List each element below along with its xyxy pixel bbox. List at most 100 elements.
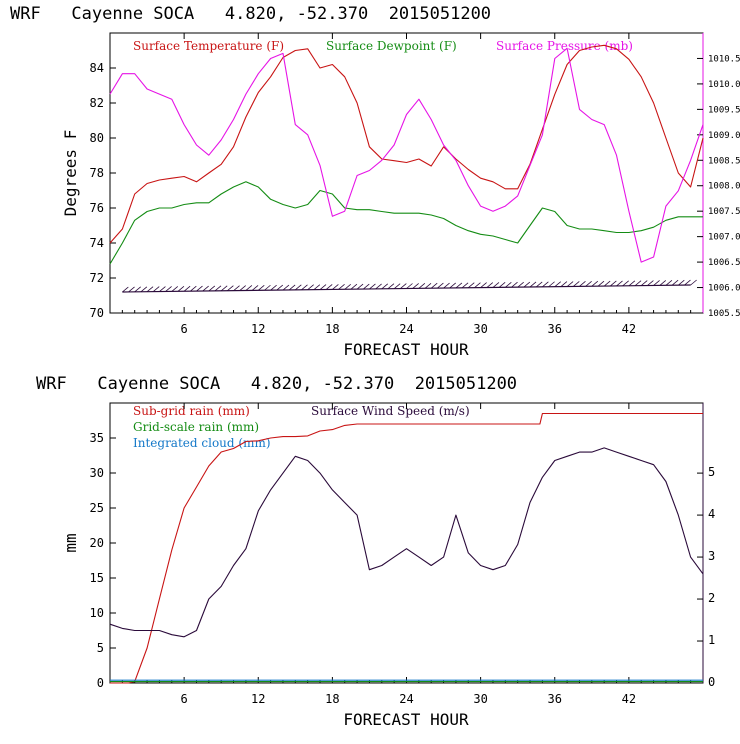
y-tick-label: 15 (90, 571, 104, 585)
wind-barb-baseline (122, 284, 691, 293)
wind-barb (257, 285, 265, 291)
panel2-title: WRF Cayenne SOCA 4.820, -52.370 20150512… (36, 374, 517, 394)
legend-wind-speed: Surface Wind Speed (m/s) (311, 404, 470, 418)
wind-barb (325, 284, 333, 290)
wind-barb (554, 281, 562, 287)
wind-barb (610, 280, 617, 287)
wind-barb (535, 281, 543, 288)
legend-dewpoint: Surface Dewpoint (F) (326, 39, 457, 53)
wind-barb (227, 285, 234, 292)
y-tick-label: 82 (90, 96, 104, 110)
y-tick-label: 74 (90, 236, 104, 250)
wind-barb (338, 284, 345, 290)
series-line-1 (109, 181, 703, 265)
x-tick-label: 12 (251, 692, 265, 706)
right-tick-label: 1010.0 (708, 80, 740, 90)
wind-barb (517, 281, 524, 288)
series-line-0 (109, 44, 704, 244)
wind-barb (628, 280, 636, 287)
wind-barb (239, 285, 246, 291)
wind-barb (220, 285, 228, 292)
panel1-y-ticks: 70 72 74 76 78 80 82 84 (90, 61, 116, 320)
panel1-series (109, 44, 704, 293)
wind-barb (381, 283, 389, 290)
wind-barb (152, 286, 160, 292)
panel2-series (109, 412, 704, 684)
y-tick-label: 10 (90, 606, 104, 620)
wind-barb (560, 281, 568, 287)
wind-barb (307, 284, 314, 291)
wind-barb (301, 284, 308, 291)
wind-barb (468, 282, 475, 289)
wind-barb (140, 286, 148, 293)
wind-barb (350, 283, 358, 290)
panel2-right-ticks: 0 1 2 3 4 5 (697, 465, 715, 689)
y-tick-label: 35 (90, 431, 104, 445)
wind-barb (295, 284, 302, 291)
wind-barb (523, 281, 531, 288)
wind-barb (616, 280, 623, 287)
wind-barb (146, 286, 154, 293)
y-tick-label: 78 (90, 166, 104, 180)
wind-barb (313, 284, 321, 290)
wind-barb (134, 286, 141, 293)
wind-barb (270, 284, 277, 291)
legend-subgrid-rain: Sub-grid rain (mm) (133, 404, 250, 418)
right-tick-label: 1010.5 (708, 54, 740, 64)
x-tick-label: 24 (399, 322, 413, 336)
wind-barb (387, 283, 395, 290)
y-tick-label: 25 (90, 501, 104, 515)
wind-barb (634, 280, 642, 286)
y-tick-label: 5 (97, 641, 104, 655)
wind-barb (678, 279, 685, 286)
wind-barb (437, 282, 444, 289)
series-line-1 (109, 447, 704, 638)
wind-barb (171, 286, 179, 292)
x-tick-label: 42 (622, 692, 636, 706)
right-tick-label: 1009.5 (708, 105, 740, 115)
wind-barb (529, 281, 537, 288)
wind-barb (122, 286, 129, 293)
y-tick-label: 30 (90, 466, 104, 480)
x-tick-label: 18 (325, 322, 339, 336)
y-tick-label: 84 (90, 61, 104, 75)
temperature-panel: WRF Cayenne SOCA 4.820, -52.370 20150512… (10, 4, 740, 359)
precipitation-panel: WRF Cayenne SOCA 4.820, -52.370 20150512… (36, 374, 715, 729)
wind-barb (369, 283, 376, 290)
wind-barb (505, 281, 512, 288)
x-tick-label: 24 (399, 692, 413, 706)
panel1-right-ticks: 1005.5 1006.0 1006.5 1007.0 1007.5 1008.0 1008… (697, 54, 740, 319)
wind-barb (579, 281, 586, 287)
wind-barb (492, 282, 500, 288)
wind-barb (418, 283, 426, 289)
wind-barb (647, 280, 654, 286)
right-tick-label: 5 (708, 465, 715, 479)
right-tick-label: 3 (708, 549, 715, 563)
y-tick-label: 0 (97, 676, 104, 690)
wind-barb (591, 280, 599, 287)
wind-barb (449, 282, 456, 289)
right-tick-label: 2 (708, 591, 715, 605)
wind-barb (412, 283, 419, 289)
wind-barb (597, 280, 605, 287)
right-tick-label: 1008.5 (708, 156, 740, 166)
wind-barb (375, 283, 382, 290)
wind-barb (542, 281, 549, 288)
wind-barb (282, 284, 290, 291)
wind-barb (573, 281, 580, 287)
x-tick-label: 12 (251, 322, 265, 336)
right-tick-label: 1006.5 (708, 258, 740, 268)
wind-barb (424, 282, 432, 289)
right-tick-label: 1007.5 (708, 207, 740, 217)
wind-barb (159, 286, 166, 292)
wind-barb (183, 285, 191, 292)
wind-barb (665, 279, 673, 286)
wind-barb (251, 285, 259, 291)
x-tick-label: 30 (473, 322, 487, 336)
legend-integrated-cloud: Integrated cloud (mm) (133, 436, 271, 450)
panel2-y-axis-label: mm (61, 533, 80, 552)
wind-barb (671, 279, 679, 286)
right-tick-label: 1005.5 (708, 309, 740, 319)
